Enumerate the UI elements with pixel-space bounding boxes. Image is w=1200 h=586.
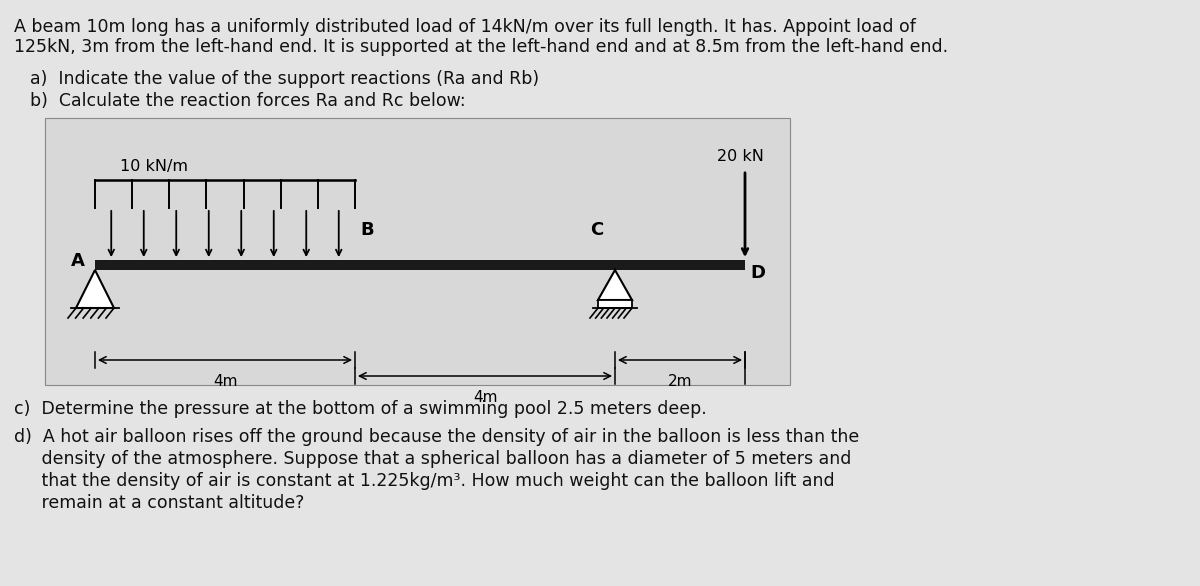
FancyBboxPatch shape (598, 300, 632, 308)
Text: D: D (750, 264, 766, 282)
Text: 4m: 4m (212, 374, 238, 389)
Text: 10 kN/m: 10 kN/m (120, 159, 188, 174)
Text: d)  A hot air balloon rises off the ground because the density of air in the bal: d) A hot air balloon rises off the groun… (14, 428, 859, 446)
FancyBboxPatch shape (95, 260, 745, 270)
Text: B: B (360, 221, 373, 239)
Text: 20 kN: 20 kN (716, 149, 763, 164)
Text: A: A (71, 252, 85, 270)
Text: b)  Calculate the reaction forces Ra and Rc below:: b) Calculate the reaction forces Ra and … (30, 92, 466, 110)
Text: that the density of air is constant at 1.225kg/m³. How much weight can the ballo: that the density of air is constant at 1… (14, 472, 835, 490)
Polygon shape (76, 270, 114, 308)
Text: a)  Indicate the value of the support reactions (Ra and Rb): a) Indicate the value of the support rea… (30, 70, 539, 88)
Text: 2m: 2m (667, 374, 692, 389)
Text: 125kN, 3m from the left-hand end. It is supported at the left-hand end and at 8.: 125kN, 3m from the left-hand end. It is … (14, 38, 948, 56)
Text: c)  Determine the pressure at the bottom of a swimming pool 2.5 meters deep.: c) Determine the pressure at the bottom … (14, 400, 707, 418)
Polygon shape (598, 270, 632, 300)
Text: density of the atmosphere. Suppose that a spherical balloon has a diameter of 5 : density of the atmosphere. Suppose that … (14, 450, 851, 468)
Text: 4m: 4m (473, 390, 497, 405)
Text: A beam 10m long has a uniformly distributed load of 14kN/m over its full length.: A beam 10m long has a uniformly distribu… (14, 18, 916, 36)
Text: C: C (590, 221, 604, 239)
FancyBboxPatch shape (46, 118, 790, 385)
Text: remain at a constant altitude?: remain at a constant altitude? (14, 494, 305, 512)
